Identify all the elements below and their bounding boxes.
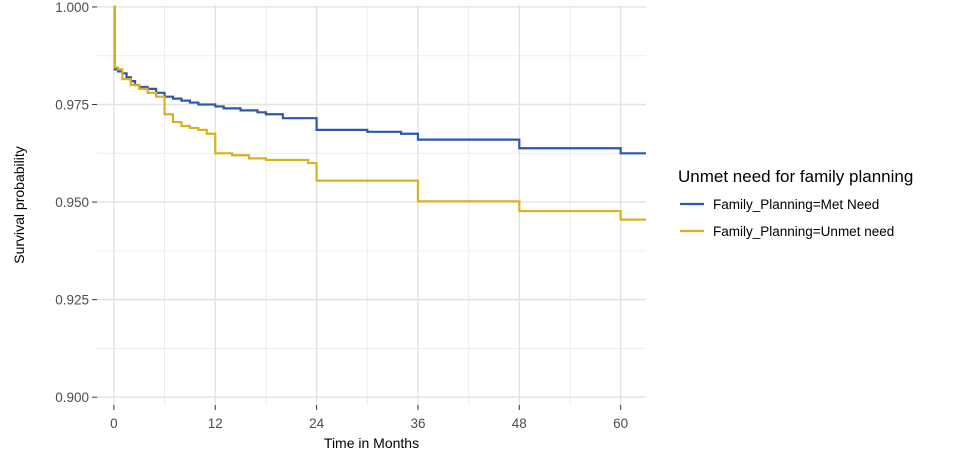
legend-label-met-need: Family_Planning=Met Need [713,197,879,212]
series-layer [113,5,646,221]
minor-gridlines [97,5,646,405]
x-tick-label: 48 [512,416,527,431]
x-tick-label: 36 [410,416,425,431]
y-tick-label: 0.925 [55,293,89,308]
legend-title: Unmet need for family planning [678,167,913,186]
x-tick-label: 60 [613,416,628,431]
legend: Unmet need for family planning Family_Pla… [678,167,913,239]
y-tick-label: 1.000 [55,0,89,15]
y-tick-label: 0.950 [55,195,89,210]
x-axis-title: Time in Months [324,435,419,451]
y-tick-label: 0.900 [55,390,89,405]
y-axis-title: Survival probability [11,146,27,264]
series-line-met-need [113,5,646,155]
legend-label-unmet-need: Family_Planning=Unmet need [713,224,894,239]
x-tick-label: 0 [110,416,118,431]
major-gridlines [97,5,646,405]
x-tick-label: 12 [208,416,223,431]
axes-layer: 0.900 0.925 0.950 0.975 1.000 0 12 24 36 48 60 Time… [11,0,628,451]
y-tick-label: 0.975 [55,98,89,113]
series-line-unmet-need [113,5,646,221]
x-tick-label: 24 [309,416,325,431]
